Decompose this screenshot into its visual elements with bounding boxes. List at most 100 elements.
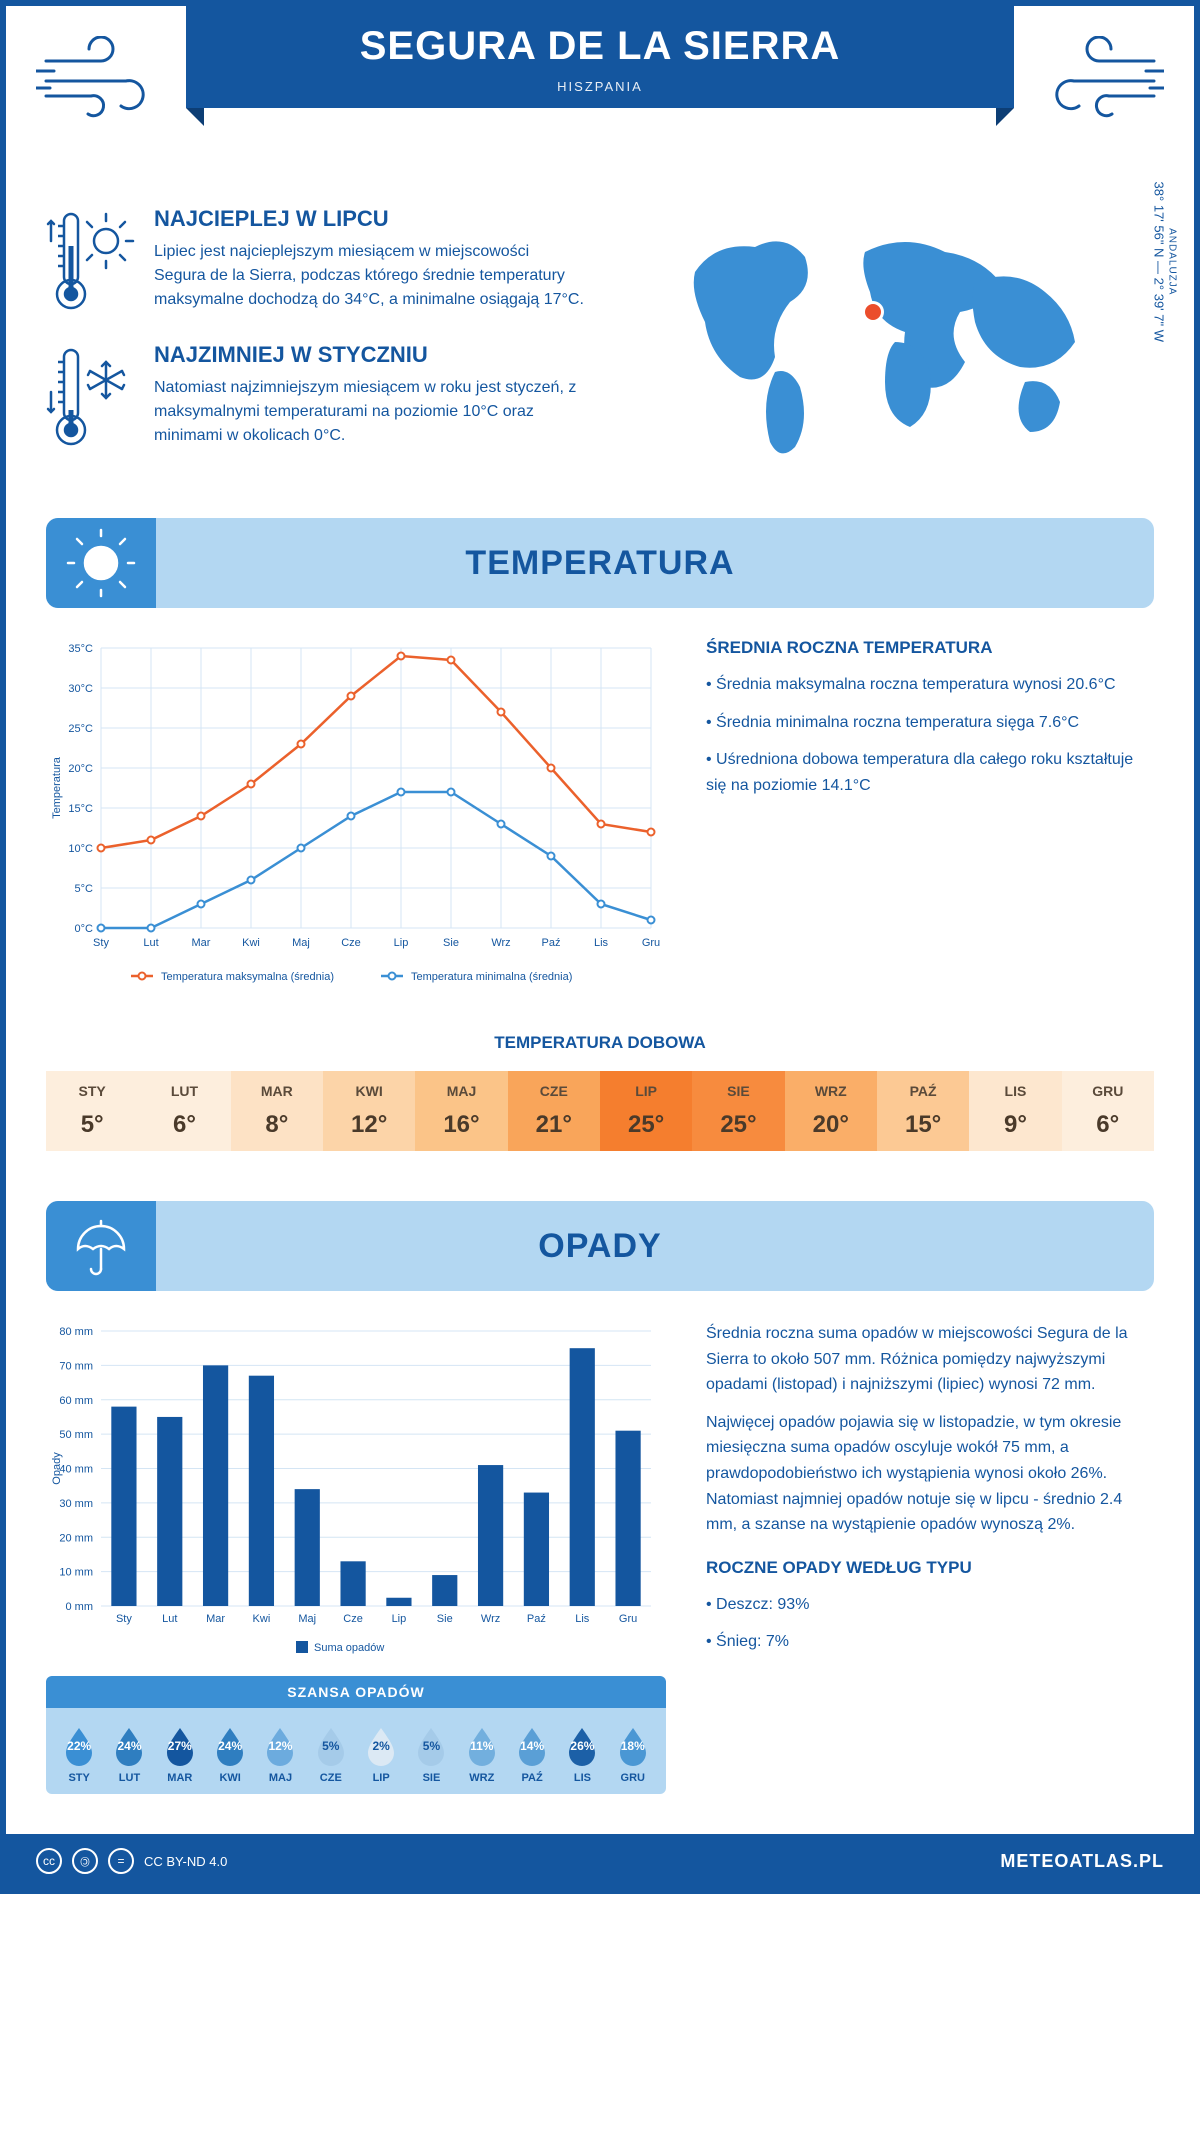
svg-text:0 mm: 0 mm bbox=[66, 1601, 94, 1613]
svg-text:10°C: 10°C bbox=[68, 843, 93, 855]
fact-warm: NAJCIEPLEJ W LIPCU Lipiec jest najcieple… bbox=[46, 206, 585, 316]
type-bullet: • Deszcz: 93% bbox=[706, 1592, 1154, 1618]
svg-text:Maj: Maj bbox=[292, 937, 310, 949]
nd-icon: = bbox=[108, 1848, 134, 1874]
fact-cold-title: NAJZIMNIEJ W STYCZNIU bbox=[154, 342, 585, 368]
chance-pct: 26% bbox=[570, 1739, 594, 1753]
svg-text:Mar: Mar bbox=[192, 937, 211, 949]
daily-heading: TEMPERATURA DOBOWA bbox=[46, 1033, 1154, 1053]
drop-icon: 22% bbox=[58, 1724, 100, 1766]
temp-value: 21° bbox=[512, 1111, 596, 1139]
drop-icon: 11% bbox=[461, 1724, 503, 1766]
fact-warm-text: Lipiec jest najcieplejszym miesiącem w m… bbox=[154, 240, 585, 312]
svg-text:Lip: Lip bbox=[392, 1613, 407, 1625]
daily-temp-cell: LUT 6° bbox=[138, 1071, 230, 1151]
footer: cc 🄯 = CC BY-ND 4.0 METEOATLAS.PL bbox=[6, 1834, 1194, 1888]
month-label: LIS bbox=[557, 1772, 607, 1784]
temperature-chart: 0°C5°C10°C15°C20°C25°C30°C35°CStyLutMarK… bbox=[46, 638, 666, 1003]
drop-icon: 5% bbox=[310, 1724, 352, 1766]
chance-cell: 12% MAJ bbox=[255, 1724, 305, 1784]
daily-temp-cell: GRU6° bbox=[1062, 1071, 1154, 1151]
umbrella-icon bbox=[46, 1201, 156, 1291]
svg-text:20°C: 20°C bbox=[68, 763, 93, 775]
daily-temp-cell: STY5° bbox=[46, 1071, 138, 1151]
svg-text:Lis: Lis bbox=[594, 937, 609, 949]
month-label: MAJ bbox=[255, 1772, 305, 1784]
section-title: OPADY bbox=[538, 1227, 661, 1266]
coordinates-label: ANDALUZJA 38° 17' 56" N — 2° 39' 7" W bbox=[1151, 182, 1177, 342]
license-label: CC BY-ND 4.0 bbox=[144, 1854, 227, 1869]
precip-chance-box: SZANSA OPADÓW 22% STY 24% LUT 27% MAR 24… bbox=[46, 1676, 666, 1794]
svg-text:Sty: Sty bbox=[116, 1613, 132, 1625]
precip-type-heading: ROCZNE OPADY WEDŁUG TYPU bbox=[706, 1558, 1154, 1578]
drop-icon: 5% bbox=[410, 1724, 452, 1766]
drop-icon: 24% bbox=[209, 1724, 251, 1766]
temp-value: 12° bbox=[327, 1111, 411, 1139]
temp-value: 16° bbox=[419, 1111, 503, 1139]
temp-value: 25° bbox=[604, 1111, 688, 1139]
svg-text:Cze: Cze bbox=[341, 937, 361, 949]
precip-para1: Średnia roczna suma opadów w miejscowośc… bbox=[706, 1321, 1154, 1398]
page-title: SEGURA DE LA SIERRA bbox=[186, 24, 1014, 69]
month-label: LUT bbox=[142, 1083, 226, 1099]
svg-text:5°C: 5°C bbox=[75, 883, 94, 895]
chance-cell: 27% MAR bbox=[155, 1724, 205, 1784]
month-label: WRZ bbox=[457, 1772, 507, 1784]
daily-temp-cell: LIP25° bbox=[600, 1071, 692, 1151]
chance-cell: 18% GRU bbox=[608, 1724, 658, 1784]
month-label: MAJ bbox=[419, 1083, 503, 1099]
svg-text:30 mm: 30 mm bbox=[59, 1498, 93, 1510]
chance-pct: 27% bbox=[168, 1739, 192, 1753]
month-label: SIE bbox=[406, 1772, 456, 1784]
month-label: STY bbox=[54, 1772, 104, 1784]
daily-temp-cell: MAJ 16° bbox=[415, 1071, 507, 1151]
site-label: METEOATLAS.PL bbox=[1000, 1851, 1164, 1872]
svg-text:Maj: Maj bbox=[298, 1613, 316, 1625]
chance-cell: 22% STY bbox=[54, 1724, 104, 1784]
svg-text:Paź: Paź bbox=[527, 1613, 546, 1625]
chance-pct: 14% bbox=[520, 1739, 544, 1753]
daily-temp-cell: PAŹ 15° bbox=[877, 1071, 969, 1151]
daily-temp-cell: LIS9° bbox=[969, 1071, 1061, 1151]
temp-value: 6° bbox=[1066, 1111, 1150, 1139]
month-label: MAR bbox=[155, 1772, 205, 1784]
month-label: PAŹ bbox=[881, 1083, 965, 1099]
svg-text:Wrz: Wrz bbox=[491, 937, 510, 949]
svg-text:Sie: Sie bbox=[437, 1613, 453, 1625]
daily-temp-cell: MAR8° bbox=[231, 1071, 323, 1151]
svg-text:70 mm: 70 mm bbox=[59, 1360, 93, 1372]
daily-temp-cell: KWI 12° bbox=[323, 1071, 415, 1151]
svg-text:Kwi: Kwi bbox=[253, 1613, 271, 1625]
svg-text:30°C: 30°C bbox=[68, 683, 93, 695]
drop-icon: 24% bbox=[108, 1724, 150, 1766]
daily-temperature: TEMPERATURA DOBOWA STY5°LUT6°MAR8°KWI12°… bbox=[6, 1023, 1194, 1191]
precipitation-chart: 0 mm10 mm20 mm30 mm40 mm50 mm60 mm70 mm8… bbox=[46, 1321, 666, 1794]
month-label: STY bbox=[50, 1083, 134, 1099]
fact-cold: NAJZIMNIEJ W STYCZNIU Natomiast najzimni… bbox=[46, 342, 585, 452]
precipitation-summary: Średnia roczna suma opadów w miejscowośc… bbox=[706, 1321, 1154, 1794]
chance-pct: 18% bbox=[621, 1739, 645, 1753]
precip-para2: Najwięcej opadów pojawia się w listopadz… bbox=[706, 1410, 1154, 1538]
temperature-banner: TEMPERATURA bbox=[46, 518, 1154, 608]
month-label: KWI bbox=[327, 1083, 411, 1099]
chance-cell: 11% WRZ bbox=[457, 1724, 507, 1784]
chance-heading: SZANSA OPADÓW bbox=[46, 1676, 666, 1708]
drop-icon: 14% bbox=[511, 1724, 553, 1766]
svg-text:Temperatura: Temperatura bbox=[51, 756, 63, 819]
temp-value: 15° bbox=[881, 1111, 965, 1139]
drop-icon: 12% bbox=[259, 1724, 301, 1766]
chance-cell: 24% LUT bbox=[104, 1724, 154, 1784]
temp-value: 6° bbox=[142, 1111, 226, 1139]
drop-icon: 27% bbox=[159, 1724, 201, 1766]
svg-text:60 mm: 60 mm bbox=[59, 1395, 93, 1407]
chance-pct: 24% bbox=[117, 1739, 141, 1753]
svg-text:50 mm: 50 mm bbox=[59, 1429, 93, 1441]
map-marker bbox=[865, 304, 881, 320]
month-label: WRZ bbox=[789, 1083, 873, 1099]
svg-text:80 mm: 80 mm bbox=[59, 1326, 93, 1338]
month-label: PAŹ bbox=[507, 1772, 557, 1784]
fact-warm-title: NAJCIEPLEJ W LIPCU bbox=[154, 206, 585, 232]
svg-text:Paź: Paź bbox=[542, 937, 561, 949]
svg-text:Gru: Gru bbox=[619, 1613, 637, 1625]
thermometer-sun-icon bbox=[46, 206, 136, 316]
